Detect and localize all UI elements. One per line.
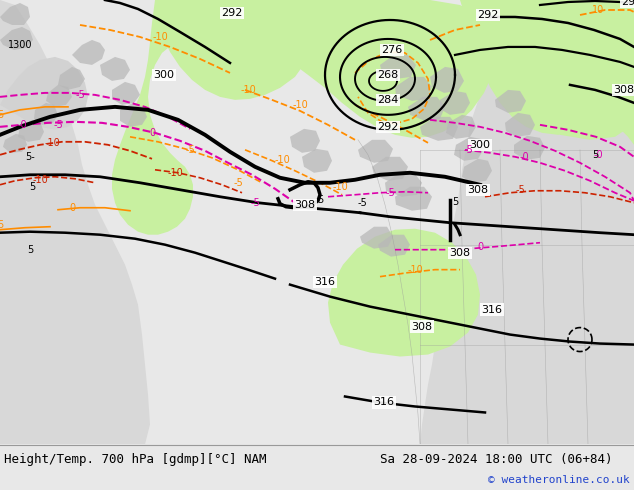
Polygon shape — [395, 77, 432, 101]
Polygon shape — [290, 129, 320, 153]
Text: -5: -5 — [53, 120, 63, 130]
Polygon shape — [360, 227, 393, 249]
Text: -5: -5 — [385, 188, 395, 198]
Text: 300: 300 — [153, 70, 174, 80]
Text: -5: -5 — [75, 90, 85, 100]
Polygon shape — [58, 67, 85, 90]
Polygon shape — [378, 235, 410, 257]
Text: -0: -0 — [519, 152, 529, 162]
Polygon shape — [385, 173, 422, 197]
Text: 5: 5 — [27, 245, 33, 255]
Polygon shape — [430, 67, 464, 93]
Text: -5: -5 — [185, 145, 195, 155]
Polygon shape — [540, 0, 634, 145]
Text: 308: 308 — [411, 321, 432, 332]
Polygon shape — [0, 57, 88, 130]
Text: 0: 0 — [149, 128, 155, 138]
Text: 292: 292 — [477, 10, 499, 20]
Polygon shape — [372, 157, 408, 181]
Text: 5-: 5- — [25, 152, 35, 162]
Text: 5: 5 — [317, 195, 323, 205]
Polygon shape — [395, 187, 432, 211]
Polygon shape — [495, 90, 526, 113]
Polygon shape — [34, 103, 58, 125]
Polygon shape — [514, 136, 545, 160]
Text: -5: -5 — [515, 185, 525, 195]
Text: -10: -10 — [240, 85, 256, 95]
Polygon shape — [358, 140, 393, 163]
Polygon shape — [112, 82, 140, 105]
Text: 0: 0 — [477, 242, 483, 252]
Text: 300: 300 — [470, 140, 491, 150]
Text: -5: -5 — [357, 198, 367, 208]
Text: -5: -5 — [250, 198, 260, 208]
Text: -10: -10 — [332, 182, 348, 192]
Polygon shape — [302, 149, 332, 173]
Text: 5: 5 — [0, 110, 3, 120]
Text: © weatheronline.co.uk: © weatheronline.co.uk — [488, 475, 630, 485]
Text: 316: 316 — [373, 397, 394, 408]
Text: 1300: 1300 — [8, 40, 32, 50]
Text: 268: 268 — [377, 70, 399, 80]
Text: -10: -10 — [292, 100, 308, 110]
Polygon shape — [440, 91, 470, 115]
Polygon shape — [100, 57, 130, 81]
Polygon shape — [0, 0, 634, 444]
Polygon shape — [548, 37, 634, 140]
Text: 5: 5 — [452, 197, 458, 207]
Text: Sa 28-09-2024 18:00 UTC (06+84): Sa 28-09-2024 18:00 UTC (06+84) — [380, 453, 612, 466]
Polygon shape — [460, 0, 634, 135]
Polygon shape — [46, 85, 72, 107]
Polygon shape — [408, 97, 445, 121]
Polygon shape — [462, 159, 492, 183]
Polygon shape — [420, 117, 458, 141]
Polygon shape — [446, 115, 476, 139]
Text: 284: 284 — [377, 95, 399, 105]
Text: -10: -10 — [44, 138, 60, 148]
Polygon shape — [112, 0, 496, 235]
Text: -10: -10 — [152, 32, 168, 42]
Text: 316: 316 — [481, 305, 503, 315]
Text: 10: 10 — [592, 5, 604, 15]
Text: 5: 5 — [29, 182, 35, 192]
Polygon shape — [454, 137, 484, 161]
Text: 276: 276 — [382, 45, 403, 55]
Text: 292: 292 — [377, 122, 399, 132]
Polygon shape — [120, 103, 147, 127]
Text: 292: 292 — [221, 8, 243, 18]
Text: -0: -0 — [17, 120, 27, 130]
Text: -10: -10 — [407, 265, 423, 275]
Text: -10: -10 — [167, 168, 183, 178]
Text: 5: 5 — [592, 150, 598, 160]
Text: 308: 308 — [450, 247, 470, 258]
Text: -5: -5 — [233, 178, 243, 188]
Text: -0: -0 — [593, 150, 603, 160]
Text: 308: 308 — [294, 200, 316, 210]
Polygon shape — [0, 27, 33, 50]
Polygon shape — [155, 0, 308, 100]
Text: 316: 316 — [314, 277, 335, 287]
Text: 0: 0 — [69, 203, 75, 213]
Text: 308: 308 — [614, 85, 634, 95]
Polygon shape — [18, 120, 44, 142]
Polygon shape — [0, 3, 30, 25]
Text: 292: 292 — [621, 0, 634, 7]
Text: -10: -10 — [32, 175, 48, 185]
Polygon shape — [380, 55, 416, 79]
Polygon shape — [505, 113, 535, 137]
Text: 308: 308 — [467, 185, 489, 195]
Polygon shape — [3, 134, 27, 153]
Text: 5: 5 — [0, 220, 3, 230]
Text: -10: -10 — [274, 155, 290, 165]
Text: -5: -5 — [463, 145, 473, 155]
Polygon shape — [72, 40, 105, 65]
Polygon shape — [328, 229, 480, 357]
Text: Height/Temp. 700 hPa [gdmp][°C] NAM: Height/Temp. 700 hPa [gdmp][°C] NAM — [4, 453, 266, 466]
